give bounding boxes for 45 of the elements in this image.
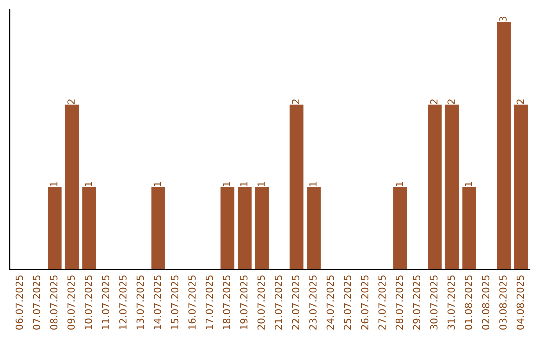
data-label: 1 [396,182,404,186]
x-tick-label: 19.07.2025 [240,276,248,330]
x-tick-label: 23.07.2025 [310,276,317,330]
x-tick-label: 09.07.2025 [68,276,76,330]
x-tick-label: 24.07.2025 [326,276,334,330]
data-label: 2 [292,100,300,104]
x-tick-label: 08.07.2025 [50,276,58,330]
x-tick-label: 11.07.2025 [102,276,110,330]
data-label: 3 [500,16,507,22]
x-tick-label: 27.07.2025 [378,276,386,330]
x-tick-label: 01.08.2025 [465,276,472,330]
x-tick-label: 07.07.2025 [33,276,40,330]
data-label: 1 [310,182,317,186]
x-tick-label: 28.07.2025 [396,276,404,330]
x-tick-label: 30.07.2025 [430,276,438,330]
x-tick-label: 17.07.2025 [206,276,214,330]
data-label: 2 [448,100,455,104]
x-tick-label: 18.07.2025 [223,276,230,330]
data-label: 1 [85,182,92,186]
data-label: 1 [154,182,162,186]
x-tick-label: 29.07.2025 [413,276,421,330]
data-label: 1 [240,182,248,186]
x-tick-label: 22.07.2025 [292,276,300,330]
x-tick-label: 04.08.2025 [516,276,524,330]
x-tick-label: 02.08.2025 [482,276,490,330]
data-label: 2 [430,100,438,104]
data-label: 1 [223,182,230,186]
x-tick-label: 25.07.2025 [344,276,352,330]
x-tick-label: 20.07.2025 [258,276,266,330]
data-label: 1 [258,182,265,186]
x-tick-label: 26.07.2025 [361,276,369,330]
data-label: 1 [465,182,472,186]
x-tick-label: 31.07.2025 [448,276,456,330]
x-tick-label: 15.07.2025 [171,276,179,330]
x-tick-label: 12.07.2025 [119,276,127,330]
x-tick-label: 16.07.2025 [188,276,196,330]
data-label: 2 [68,100,75,104]
data-label: 1 [50,182,58,186]
x-tick-label: 13.07.2025 [136,276,144,330]
x-tick-label: 14.07.2025 [154,276,162,330]
x-tick-label: 06.07.2025 [16,276,24,330]
x-tick-label: 21.07.2025 [274,276,282,330]
x-tick-label: 03.08.2025 [500,276,507,330]
x-tick-label: 10.07.2025 [84,276,92,330]
data-label: 2 [516,100,524,104]
